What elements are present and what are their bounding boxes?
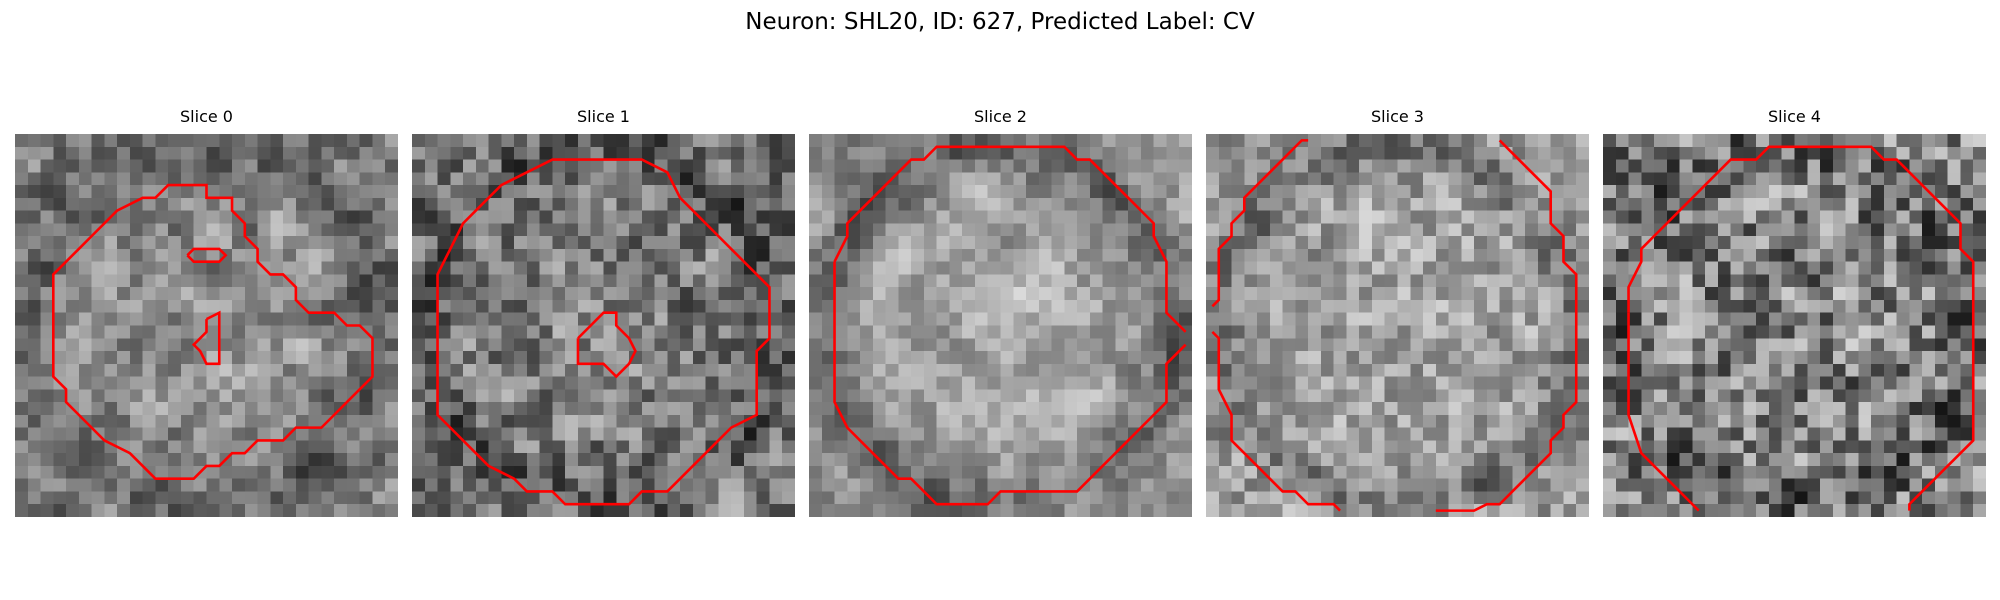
panel-slice-4: Slice 4 xyxy=(1603,106,1986,518)
slice-image xyxy=(1206,134,1589,517)
panel-slice-2: Slice 2 xyxy=(809,106,1192,518)
slice-image xyxy=(15,134,398,517)
figure-title: Neuron: SHL20, ID: 627, Predicted Label:… xyxy=(745,9,1255,35)
segmentation-contour xyxy=(53,185,372,479)
segmentation-contour xyxy=(194,313,220,364)
panel-title: Slice 4 xyxy=(1768,107,1821,126)
pixel-grid xyxy=(412,134,795,517)
panel-slice-1: Slice 1 xyxy=(412,106,795,518)
panel-slice-0: Slice 0 xyxy=(15,106,398,518)
panel-title: Slice 0 xyxy=(180,107,233,126)
segmentation-contour xyxy=(1212,332,1340,511)
segmentation-contour xyxy=(1436,140,1576,510)
panel-slice-3: Slice 3 xyxy=(1206,106,1589,518)
segmentation-contour xyxy=(1212,140,1308,306)
panel-title: Slice 2 xyxy=(974,107,1027,126)
slice-image xyxy=(412,134,795,517)
pixel-grid xyxy=(15,134,398,517)
segmentation-contour xyxy=(1629,313,1699,511)
panel-title: Slice 3 xyxy=(1371,107,1424,126)
slice-image xyxy=(1603,134,1986,517)
segmentation-contour xyxy=(438,160,770,505)
pixel-grid xyxy=(1206,134,1589,517)
segmentation-contour xyxy=(835,262,1186,505)
pixel-grid xyxy=(809,134,1192,517)
segmentation-contour xyxy=(187,249,225,262)
segmentation-contour xyxy=(578,313,635,377)
segmentation-contour xyxy=(1629,147,1974,511)
segmentation-contour xyxy=(835,147,1186,332)
panel-title: Slice 1 xyxy=(577,107,630,126)
slice-image xyxy=(809,134,1192,517)
